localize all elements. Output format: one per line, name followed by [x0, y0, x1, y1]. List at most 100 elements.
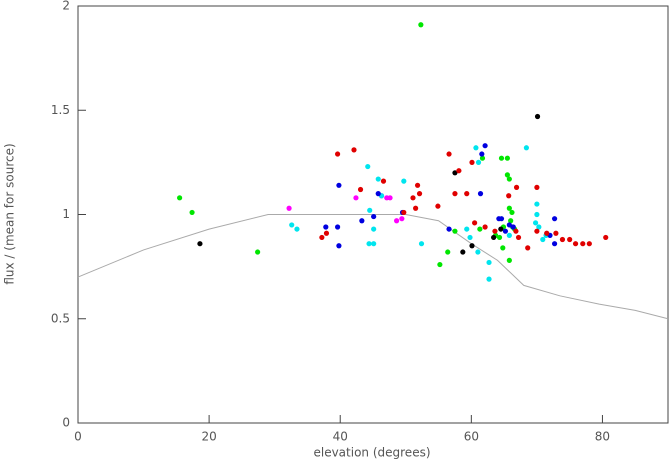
data-point: [486, 259, 492, 266]
data-point: [504, 172, 510, 178]
data-point: [452, 191, 458, 197]
data-point: [513, 228, 519, 234]
x-tick-label: 60: [464, 430, 479, 444]
data-point: [496, 234, 503, 241]
data-point: [357, 186, 364, 193]
data-point: [353, 195, 359, 201]
data-point: [551, 216, 558, 222]
data-point: [410, 195, 416, 201]
data-point: [460, 249, 466, 255]
data-point: [394, 218, 400, 224]
data-point: [559, 236, 566, 243]
data-point: [289, 222, 295, 228]
x-tick-label: 0: [74, 430, 82, 444]
data-point: [525, 245, 531, 251]
data-point: [469, 159, 475, 165]
data-point: [477, 191, 484, 197]
data-point: [482, 143, 488, 149]
data-point: [365, 163, 371, 170]
data-point: [323, 230, 330, 236]
data-point: [323, 224, 329, 230]
y-tick-label: 1: [62, 207, 70, 221]
data-point: [580, 241, 586, 247]
data-point: [473, 145, 479, 151]
data-point: [482, 224, 488, 230]
data-point: [479, 151, 485, 157]
data-point: [464, 226, 470, 232]
data-point: [506, 232, 512, 238]
x-tick-label: 80: [595, 430, 610, 444]
data-point: [414, 182, 421, 188]
data-point: [294, 226, 300, 232]
data-point: [335, 151, 341, 157]
data-point: [418, 241, 425, 247]
y-tick-label: 1.5: [51, 103, 70, 117]
data-point: [534, 228, 540, 234]
data-point: [189, 209, 195, 216]
data-point: [553, 230, 559, 236]
data-point: [513, 184, 520, 190]
data-point: [534, 113, 541, 120]
x-tick-label: 20: [201, 430, 216, 444]
data-point: [456, 168, 462, 174]
data-point: [469, 243, 475, 249]
data-point: [464, 191, 470, 197]
data-point: [500, 245, 506, 251]
data-point: [515, 234, 522, 241]
data-point: [506, 176, 512, 182]
x-tick-label: 40: [333, 430, 348, 444]
data-point: [498, 155, 505, 161]
data-point: [498, 216, 505, 222]
data-point: [416, 191, 423, 197]
data-point: [366, 241, 372, 247]
data-point: [508, 218, 514, 224]
data-point: [572, 241, 579, 247]
data-point: [371, 226, 377, 232]
data-point: [534, 211, 540, 218]
data-point: [418, 22, 424, 28]
data-point: [492, 228, 498, 234]
data-point: [336, 182, 342, 188]
data-point: [446, 226, 452, 232]
data-point: [509, 209, 515, 216]
y-tick-label: 0: [62, 416, 70, 430]
data-point: [375, 176, 381, 182]
data-point: [286, 205, 292, 211]
data-point: [534, 184, 540, 190]
data-point: [536, 224, 542, 230]
data-point: [177, 195, 183, 201]
data-point: [551, 241, 558, 247]
y-axis-label: flux / (mean for source): [3, 143, 17, 284]
data-point: [498, 226, 504, 232]
data-point: [506, 193, 512, 199]
y-tick-label: 0.5: [51, 311, 70, 325]
data-point: [540, 236, 546, 243]
data-point: [544, 230, 550, 236]
data-point: [359, 218, 365, 224]
y-tick-label: 2: [62, 0, 70, 13]
data-point: [319, 234, 325, 241]
data-point: [445, 249, 451, 255]
data-point: [534, 201, 540, 207]
data-point: [336, 243, 342, 249]
data-point: [532, 220, 539, 226]
data-point: [506, 257, 512, 263]
x-axis-label: elevation (degrees): [313, 446, 430, 460]
data-point: [197, 241, 203, 247]
data-point: [504, 155, 510, 161]
data-point: [387, 195, 393, 201]
data-point: [477, 226, 483, 232]
data-point: [452, 170, 458, 176]
data-point: [475, 249, 481, 255]
data-point: [567, 236, 573, 243]
data-point: [380, 178, 387, 184]
data-point: [371, 213, 377, 220]
data-point: [472, 220, 478, 226]
data-point: [375, 191, 381, 197]
data-point: [401, 209, 407, 216]
data-point: [510, 224, 516, 230]
data-point: [367, 207, 373, 213]
data-point: [491, 234, 497, 241]
